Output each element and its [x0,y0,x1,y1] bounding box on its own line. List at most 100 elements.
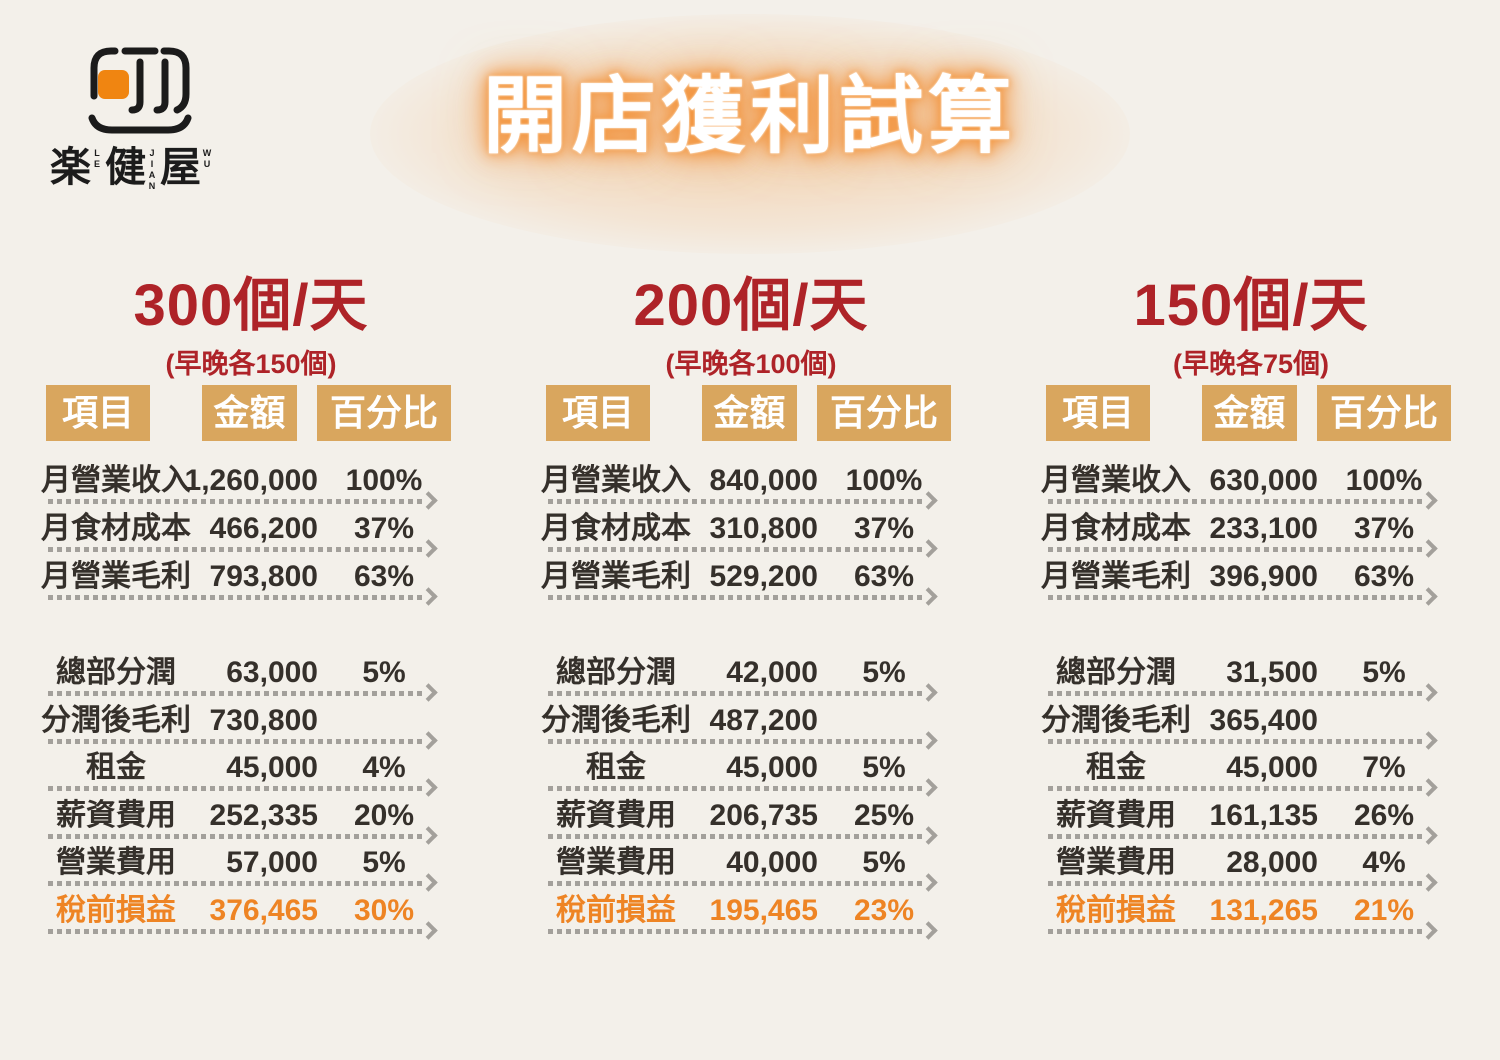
column-header-item: 項目 [1046,385,1150,441]
row-amount: 840,000 [709,464,818,497]
dotted-divider-line [1048,547,1422,552]
table-row: 月營業毛利 793,800 63% [41,558,456,606]
row-label: 薪資費用 [556,799,676,832]
column-header-percent: 百分比 [317,385,451,441]
table-row: 營業費用 28,000 4% [1046,844,1456,892]
table-row: 薪資費用 206,735 25% [546,797,956,845]
dotted-divider-line [548,739,922,744]
scenario-subtitle: (早晚各100個) [665,349,837,379]
row-percent: 100% [1345,464,1423,497]
row-amount: 40,000 [726,846,818,879]
dotted-divider-line [48,834,422,839]
table-header-row: 項目 金額 百分比 [546,385,956,441]
arrow-right-icon [419,921,438,940]
dotted-divider-line [548,547,922,552]
page-title: 開店獲利試算 [482,69,1017,163]
row-percent: 100% [345,464,423,497]
row-amount: 45,000 [1226,751,1318,784]
arrow-right-icon [919,921,938,940]
row-label: 月食材成本 [41,512,191,545]
table-row-pretax-profit: 稅前損益 376,465 30% [46,892,456,940]
table-row: 分潤後毛利 730,800 [41,702,456,750]
dotted-divider-line [48,547,422,552]
table-row: 月營業收入 840,000 100% [541,462,956,510]
dotted-divider-line [548,595,922,600]
dotted-divider-line [1048,834,1422,839]
table-header-row: 項目 金額 百分比 [1046,385,1456,441]
dotted-divider-line [548,834,922,839]
row-amount: 487,200 [709,704,818,737]
brand-latin-letters: LE [92,148,102,170]
row-label: 月營業收入 [541,464,691,497]
row-amount: 206,735 [709,799,818,832]
row-label: 分潤後毛利 [1041,704,1191,737]
dotted-divider-line [48,739,422,744]
title-glow [370,14,1130,254]
arrow-right-icon [1419,778,1438,797]
table-row-pretax-profit: 稅前損益 131,265 21% [1046,892,1456,940]
arrow-right-icon [919,778,938,797]
arrow-right-icon [419,778,438,797]
brand-latin-letters: JIAN [147,148,157,192]
row-percent: 23% [853,894,915,927]
table-row: 租金 45,000 7% [1046,749,1456,797]
row-label: 營業費用 [56,846,176,879]
row-amount: 45,000 [726,751,818,784]
dotted-divider-line [1048,739,1422,744]
arrow-right-icon [919,587,938,606]
brand-wordmark: 楽 LE 健 JIAN 屋 WU [50,144,215,192]
brand-character: 健 [105,144,146,190]
row-amount: 630,000 [1209,464,1318,497]
arrow-right-icon [419,826,438,845]
row-label: 稅前損益 [1056,894,1176,927]
row-label: 月營業毛利 [541,560,691,593]
arrow-right-icon [419,731,438,750]
row-label: 分潤後毛利 [41,704,191,737]
dotted-divider-line [1048,691,1422,696]
arrow-right-icon [1419,683,1438,702]
row-amount: 195,465 [709,894,818,927]
table-header-row: 項目 金額 百分比 [46,385,456,441]
table-row: 營業費用 40,000 5% [546,844,956,892]
row-percent: 5% [862,656,906,689]
table-row: 租金 45,000 4% [46,749,456,797]
row-amount: 310,800 [709,512,818,545]
table-row: 總部分潤 31,500 5% [1046,654,1456,702]
row-amount: 466,200 [209,512,318,545]
row-percent: 5% [862,846,906,879]
row-percent: 4% [1362,846,1406,879]
row-label: 月營業收入 [1041,464,1191,497]
row-percent: 5% [362,656,406,689]
row-percent: 37% [353,512,415,545]
row-amount: 730,800 [209,704,318,737]
column-header-percent: 百分比 [817,385,951,441]
row-amount: 31,500 [1226,656,1318,689]
dotted-divider-line [48,595,422,600]
table-row: 月營業毛利 396,900 63% [1041,558,1456,606]
scenario-title: 200個/天 [633,273,869,338]
row-label: 月營業毛利 [1041,560,1191,593]
row-label: 營業費用 [1056,846,1176,879]
dotted-divider-line [548,786,922,791]
arrow-right-icon [919,539,938,558]
scenario-subtitle: (早晚各150個) [165,349,337,379]
arrow-right-icon [1419,539,1438,558]
table-row: 總部分潤 42,000 5% [546,654,956,702]
row-label: 月營業收入 [41,464,191,497]
row-label: 分潤後毛利 [541,704,691,737]
row-percent: 100% [845,464,923,497]
table-row: 營業費用 57,000 5% [46,844,456,892]
arrow-right-icon [419,539,438,558]
scenario-column: 150個/天 (早晚各75個) 項目 金額 百分比 月營業收入 630,000 10… [1041,270,1456,950]
table-rows: 月營業收入 630,000 100% 月食材成本 233,100 37% 月營業毛利 396,… [1041,270,1456,950]
table-row: 月食材成本 233,100 37% [1041,510,1456,558]
table-row: 租金 45,000 5% [546,749,956,797]
table-row: 月食材成本 466,200 37% [41,510,456,558]
dotted-divider-line [48,786,422,791]
row-percent: 21% [1353,894,1415,927]
scenario-title: 150個/天 [1133,273,1369,338]
arrow-right-icon [419,873,438,892]
brand-character: 屋 [160,144,201,190]
row-percent: 30% [353,894,415,927]
row-amount: 233,100 [1209,512,1318,545]
